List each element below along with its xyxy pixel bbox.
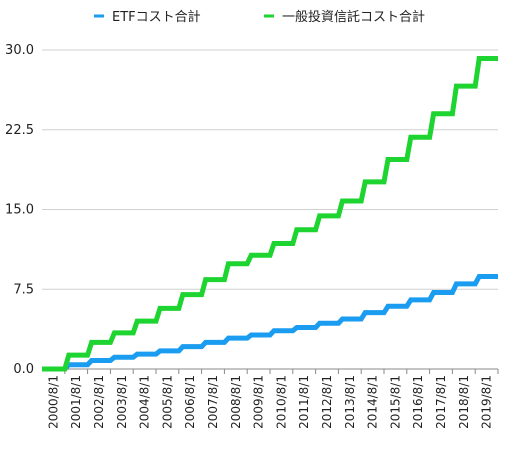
x-tick-label: 2002/8/1 [92,375,106,429]
x-tick-label: 2001/8/1 [69,375,83,429]
x-axis-ticks: 2000/8/1 2001/8/1 2002/8/1 2003/8/1 2004/8/1… [46,369,499,429]
x-tick-label: 2012/8/1 [320,375,334,429]
legend-label-etf: ETFコスト合計 [112,9,201,25]
gridlines [42,49,498,370]
y-tick-label: 0.0 [13,362,34,377]
x-tick-label: 2009/8/1 [252,375,266,429]
y-tick-label: 22.5 [5,123,34,138]
x-tick-label: 2003/8/1 [115,375,129,429]
y-axis-ticks: 0.0 7.5 15.0 22.5 30.0 [5,43,34,377]
x-tick-label: 2019/8/1 [480,375,494,429]
x-tick-label: 2011/8/1 [297,375,311,429]
x-tick-label: 2016/8/1 [411,375,425,429]
x-tick-label: 2006/8/1 [183,375,197,429]
x-tick-label: 2015/8/1 [388,375,402,429]
legend: ETFコスト合計 一般投資信託コスト合計 [94,9,425,25]
mutual-fund-cost-line [42,56,498,372]
legend-label-mutual-fund: 一般投資信託コスト合計 [282,9,425,25]
etf-cost-line [42,273,498,372]
y-tick-label: 15.0 [5,203,34,218]
x-tick-label: 2014/8/1 [366,375,380,429]
x-tick-label: 2017/8/1 [434,375,448,429]
x-tick-label: 2010/8/1 [274,375,288,429]
x-tick-label: 2013/8/1 [343,375,357,429]
x-tick-label: 2008/8/1 [229,375,243,429]
x-tick-label: 2005/8/1 [160,375,174,429]
y-tick-label: 7.5 [13,282,34,297]
x-tick-label: 2007/8/1 [206,375,220,429]
x-tick-label: 2018/8/1 [457,375,471,429]
x-tick-label: 2004/8/1 [138,375,152,429]
y-tick-label: 30.0 [5,43,34,58]
x-tick-label: 2000/8/1 [46,375,60,429]
series-lines [42,56,498,372]
